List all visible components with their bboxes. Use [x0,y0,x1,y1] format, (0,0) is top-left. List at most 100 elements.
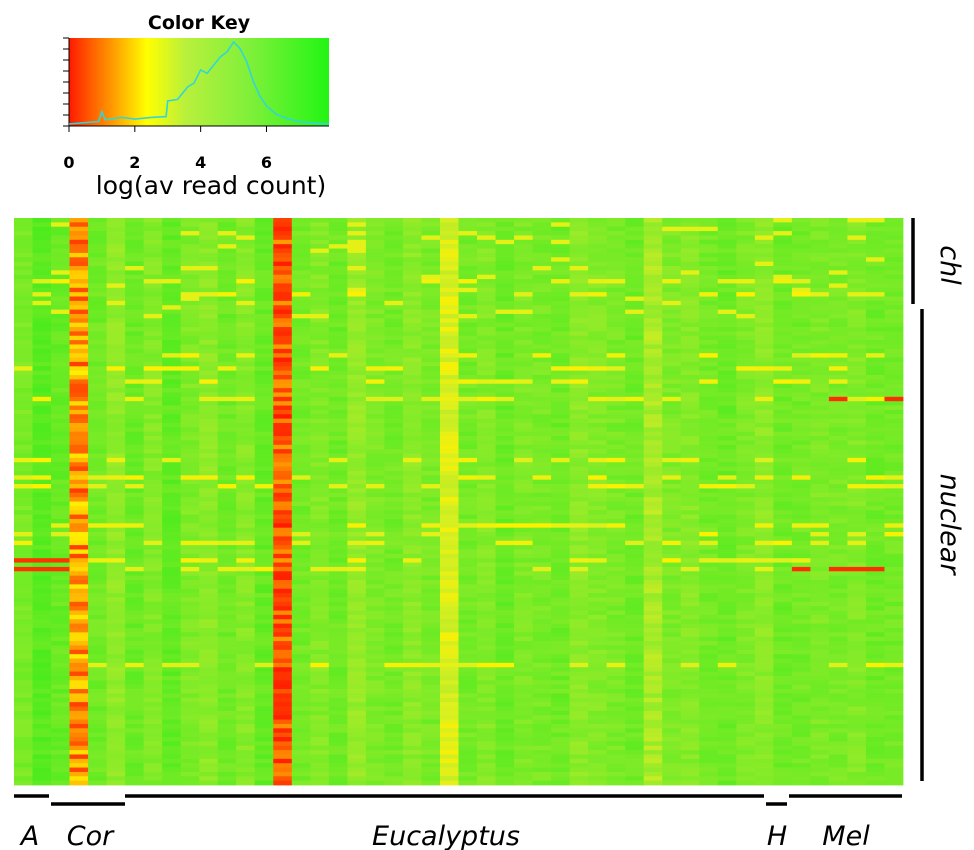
heatmap-cell [254,536,274,542]
heatmap-cell [680,292,700,297]
heatmap-cell [625,405,645,411]
heatmap-cell [143,728,163,734]
heatmap-cell [14,366,33,372]
heatmap-cell [88,566,107,572]
heatmap-cell [51,261,70,267]
heatmap-cell [680,300,700,306]
heatmap-cell [273,265,293,271]
heatmap-cell [458,732,478,738]
heatmap-cell [643,466,663,472]
heatmap-cell [347,244,367,249]
heatmap-cell [180,518,200,524]
heatmap-cell [51,313,70,319]
heatmap-cell [143,418,163,424]
heatmap-cell [69,335,89,341]
heatmap-cell [384,218,404,223]
heatmap-cell [717,335,737,341]
heatmap-cell [328,514,348,520]
heatmap-cell [236,527,256,533]
heatmap-cell [551,505,571,511]
heatmap-cell [143,357,163,363]
heatmap-cell [236,283,256,289]
heatmap-cell [291,697,311,703]
heatmap-cell [477,697,496,703]
heatmap-cell [625,758,645,764]
heatmap-cell [643,536,663,542]
heatmap-cell [236,549,256,555]
heatmap-cell [180,422,200,428]
heatmap-cell [514,501,533,507]
heatmap-cell [328,580,348,585]
heatmap-cell [199,562,219,568]
heatmap-cell [439,357,459,363]
heatmap-cell [402,344,422,350]
heatmap-cell [699,231,719,236]
heatmap-cell [88,331,107,337]
heatmap-cell [643,680,663,686]
heatmap-cell [310,270,330,276]
heatmap-cell [328,357,348,363]
heatmap-cell [328,763,348,768]
heatmap-cell [106,479,126,485]
heatmap-cell [180,331,200,337]
heatmap-cell [477,449,496,454]
heatmap-cell [347,388,367,393]
heatmap-cell [273,248,293,254]
heatmap-cell [254,527,274,533]
heatmap-cell [180,335,200,341]
heatmap-cell [458,571,478,577]
heatmap-cell [421,235,441,241]
heatmap-cell [421,514,441,520]
heatmap-cell [588,388,608,393]
heatmap-cell [347,575,367,581]
heatmap-cell [254,313,274,319]
heatmap-cell [310,497,330,502]
heatmap-cell [273,440,293,446]
heatmap-cell [254,440,274,446]
heatmap-cell [328,318,348,324]
heatmap-cell [643,580,663,585]
heatmap-cell [236,710,256,716]
heatmap-cell [402,518,422,524]
heatmap-cell [495,776,515,782]
heatmap-cell [328,601,348,607]
heatmap-cell [291,715,311,720]
heatmap-cell [532,300,552,306]
heatmap-cell [421,606,441,611]
heatmap-cell [384,580,404,585]
heatmap-cell [32,641,52,646]
heatmap-cell [217,274,237,280]
heatmap-cell [162,767,182,773]
heatmap-cell [236,348,256,354]
heatmap-cell [625,252,645,258]
heatmap-cell [217,375,237,380]
heatmap-cell [551,553,571,559]
heatmap-cell [439,545,459,550]
heatmap-cell [384,658,404,664]
heatmap-cell [199,244,219,249]
heatmap-cell [569,702,589,707]
heatmap-cell [69,597,89,603]
heatmap-cell [14,274,33,280]
heatmap-cell [88,449,107,454]
heatmap-cell [125,741,145,747]
heatmap-cell [217,723,237,729]
heatmap-cell [625,444,645,450]
heatmap-cell [51,383,70,389]
heatmap-cell [347,309,367,315]
heatmap-cell [495,571,515,577]
heatmap-cell [236,706,256,712]
heatmap-cell [106,750,126,755]
heatmap-cell [477,348,496,354]
heatmap-cell [217,222,237,228]
heatmap-cell [477,248,496,254]
heatmap-cell [421,697,441,703]
heatmap-cell [458,549,478,555]
heatmap-cell [384,614,404,620]
heatmap-cell [291,693,311,699]
heatmap-cell [273,771,293,777]
heatmap-cell [143,553,163,559]
heatmap-cell [310,375,330,380]
heatmap-cell [291,457,311,463]
heatmap-cell [699,300,719,306]
